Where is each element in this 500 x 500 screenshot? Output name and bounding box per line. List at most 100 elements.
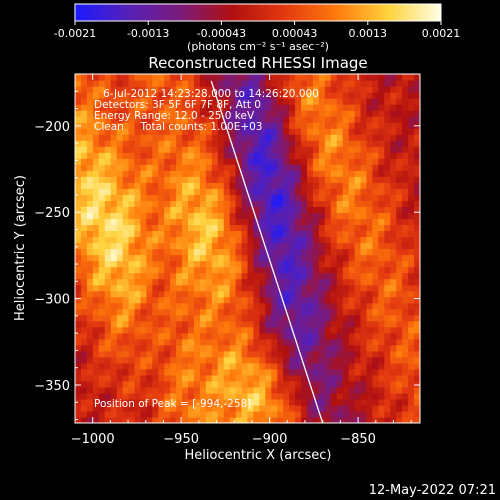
heatmap-cell <box>193 350 201 358</box>
heatmap-cell <box>217 152 225 159</box>
heatmap-cell <box>378 194 385 201</box>
heatmap-cell <box>354 122 362 129</box>
heatmap-cell <box>140 362 147 370</box>
heatmap-cell <box>324 374 332 382</box>
heatmap-cell <box>283 182 290 189</box>
heatmap-cell <box>289 332 296 340</box>
heatmap-cell <box>360 392 368 400</box>
heatmap-cell <box>86 242 94 250</box>
heatmap-cell <box>414 188 420 195</box>
heatmap-cell <box>390 206 397 213</box>
heatmap-cell <box>301 266 308 274</box>
heatmap-cell <box>384 74 391 81</box>
heatmap-cell <box>199 74 207 81</box>
heatmap-cell <box>312 314 320 322</box>
heatmap-cell <box>241 86 249 93</box>
heatmap-cell <box>378 386 385 394</box>
heatmap-cell <box>158 410 165 418</box>
heatmap-cell <box>259 302 266 310</box>
heatmap-cell <box>408 224 415 232</box>
heatmap-cell <box>188 194 195 201</box>
heatmap-cell <box>170 284 177 292</box>
heatmap-cell <box>217 146 225 153</box>
heatmap-cell <box>205 278 213 286</box>
heatmap-cell <box>271 92 278 99</box>
heatmap-cell <box>158 80 165 87</box>
heatmap-cell <box>378 284 385 292</box>
heatmap-cell <box>247 254 255 262</box>
heatmap-cell <box>134 326 142 334</box>
heatmap-cell <box>116 248 124 256</box>
heatmap-cell <box>152 326 159 334</box>
heatmap-cell <box>354 128 362 135</box>
heatmap-cell <box>241 314 249 322</box>
heatmap-cell <box>396 188 403 195</box>
heatmap-cell <box>336 170 344 177</box>
heatmap-cell <box>289 236 296 244</box>
heatmap-cell <box>402 272 409 280</box>
heatmap-cell <box>128 74 136 81</box>
heatmap-cell <box>193 296 201 304</box>
heatmap-cell <box>265 170 272 177</box>
heatmap-cell <box>330 272 338 280</box>
heatmap-cell <box>80 74 88 81</box>
heatmap-cell <box>336 344 344 352</box>
heatmap-cell <box>360 224 368 232</box>
heatmap-cell <box>265 278 272 286</box>
heatmap-cell <box>312 362 320 370</box>
heatmap-cell <box>92 146 100 153</box>
heatmap-cell <box>122 284 130 292</box>
heatmap-cell <box>152 188 159 195</box>
heatmap-cell <box>122 122 130 129</box>
heatmap-cell <box>384 254 391 262</box>
heatmap-cell <box>104 362 112 370</box>
heatmap-cell <box>217 170 225 177</box>
heatmap-cell <box>414 416 420 423</box>
heatmap-cell <box>75 248 82 256</box>
colorbar-tick-label: 0.0013 <box>349 27 388 40</box>
heatmap-cell <box>360 206 368 213</box>
heatmap-cell <box>330 152 338 159</box>
heatmap-cell <box>193 266 201 274</box>
heatmap-cell <box>205 122 213 129</box>
heatmap-cell <box>408 368 415 376</box>
heatmap-cell <box>289 194 296 201</box>
heatmap-cell <box>306 320 314 328</box>
heatmap-cell <box>205 158 213 165</box>
heatmap-cell <box>134 410 142 418</box>
heatmap-cell <box>402 266 409 274</box>
heatmap-cell <box>277 416 284 423</box>
heatmap-cell <box>271 146 278 153</box>
heatmap-cell <box>312 116 320 123</box>
heatmap-cell <box>164 230 171 238</box>
heatmap-cell <box>182 320 189 328</box>
heatmap-cell <box>217 320 225 328</box>
heatmap-cell <box>277 86 284 93</box>
heatmap-cell <box>354 146 362 153</box>
heatmap-cell <box>152 170 159 177</box>
heatmap-cell <box>128 266 136 274</box>
heatmap-cell <box>306 128 314 135</box>
heatmap-cell <box>414 314 420 322</box>
heatmap-cell <box>158 140 165 147</box>
heatmap-cell <box>324 326 332 334</box>
heatmap-cell <box>360 314 368 322</box>
heatmap-cell <box>253 140 260 147</box>
heatmap-cell <box>414 110 420 117</box>
heatmap-cell <box>360 260 368 268</box>
heatmap-cell <box>295 314 302 322</box>
heatmap-cell <box>354 224 362 232</box>
heatmap-cell <box>336 230 344 238</box>
x-axis-label: Heliocentric X (arcsec) <box>185 448 332 463</box>
heatmap-cell <box>354 176 362 183</box>
heatmap-cell <box>384 158 391 165</box>
heatmap-cell <box>378 176 385 183</box>
heatmap-cell <box>396 158 403 165</box>
heatmap-cell <box>116 200 124 207</box>
heatmap-cell <box>259 146 266 153</box>
heatmap-cell <box>384 266 391 274</box>
heatmap-cell <box>122 116 130 123</box>
heatmap-cell <box>342 218 350 226</box>
heatmap-cell <box>318 338 326 346</box>
heatmap-cell <box>104 110 112 117</box>
